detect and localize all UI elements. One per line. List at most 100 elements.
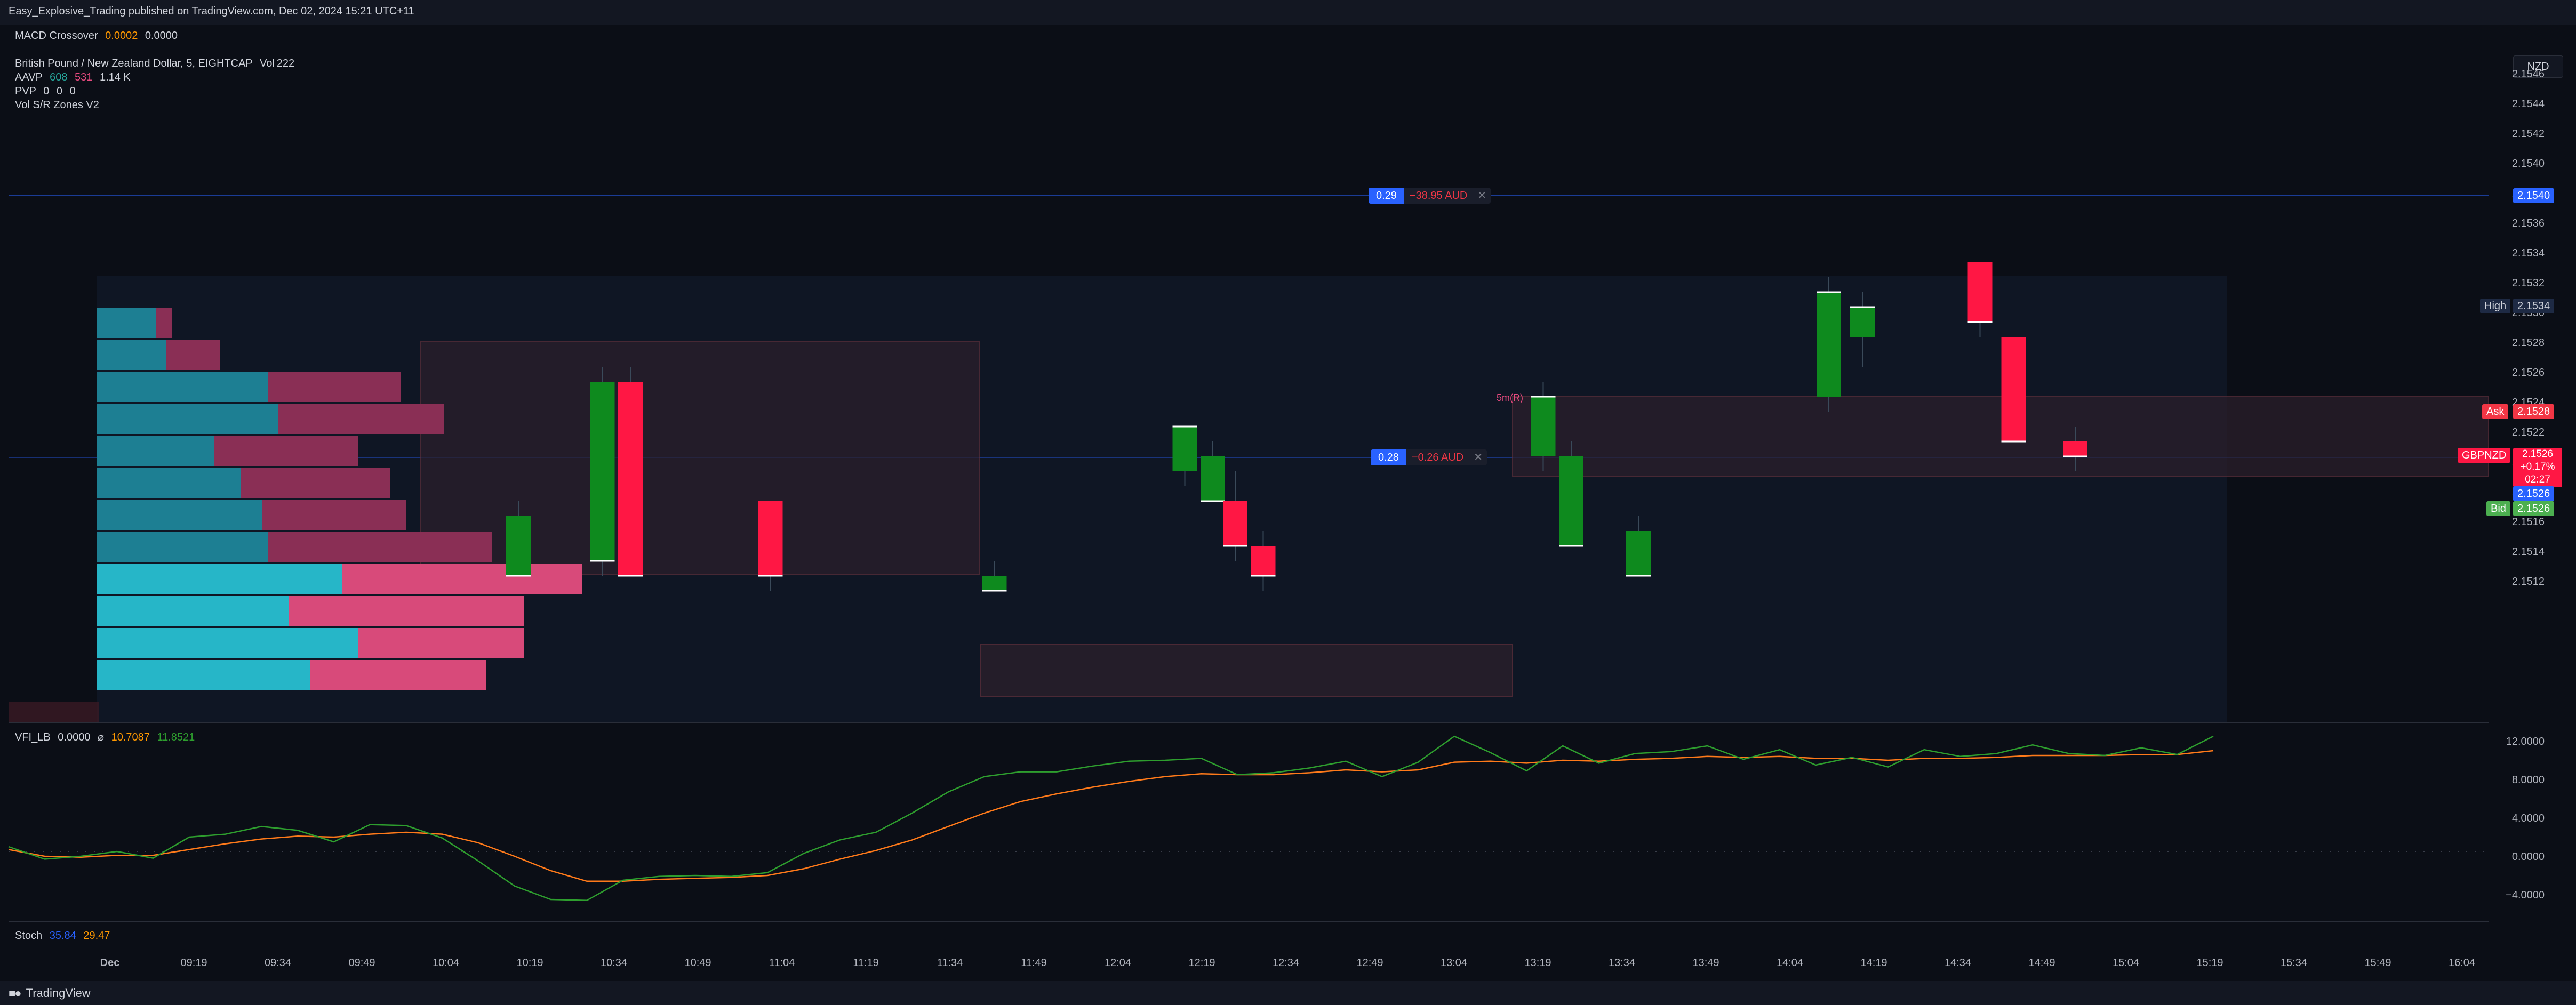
volume-profile-down-bar <box>342 564 582 594</box>
legend-vfi-value2: 10.7087 <box>111 731 150 743</box>
ask-price-tag: 2.1528 <box>2513 404 2555 419</box>
legend-pvp-value3: 0 <box>69 85 76 97</box>
volume-profile-up-bar <box>97 468 241 498</box>
position-1[interactable]: 0.29 −38.95 AUD ✕ <box>1369 188 1491 204</box>
candle-body[interactable] <box>1172 427 1197 471</box>
sr-zone-right <box>1512 396 2489 477</box>
legend-symbol[interactable]: British Pound / New Zealand Dollar, 5, E… <box>15 58 294 70</box>
tradingview-brand[interactable]: ■● TradingView <box>9 986 91 1000</box>
time-tick: 10:34 <box>600 957 628 969</box>
vfi-tick: 8.0000 <box>2511 774 2545 786</box>
legend-macd-value1: 0.0002 <box>105 30 138 42</box>
legend-vfi[interactable]: VFI_LB 0.0000 ⌀ 10.7087 11.8521 <box>15 730 195 744</box>
time-tick: 09:19 <box>180 957 207 969</box>
position-2-close-icon[interactable]: ✕ <box>1469 449 1487 465</box>
candle-body[interactable] <box>758 501 783 576</box>
legend-pvp-value2: 0 <box>56 85 63 97</box>
time-tick: 13:19 <box>1524 957 1551 969</box>
bid-label: Bid <box>2486 501 2510 516</box>
bid-price-tag: 2.1526 <box>2513 501 2555 516</box>
price-tick: 2.1542 <box>2511 128 2545 140</box>
volume-profile-down-bar <box>268 532 492 562</box>
candle-body[interactable] <box>618 382 643 576</box>
candle-body[interactable] <box>1850 307 1875 337</box>
candle-body[interactable] <box>982 576 1007 591</box>
legend-macd[interactable]: MACD Crossover 0.0002 0.0000 <box>15 30 178 42</box>
volume-profile-up-bar <box>97 564 342 594</box>
legend-stoch[interactable]: Stoch 35.84 29.47 <box>15 930 110 942</box>
legend-volsr-name: Vol S/R Zones V2 <box>15 99 99 111</box>
time-tick: 11:34 <box>937 957 963 969</box>
time-tick: 11:49 <box>1021 957 1047 969</box>
sr-zone-bottom-left <box>9 702 99 723</box>
tradingview-brand-text: TradingView <box>26 986 91 1000</box>
sr-zone-upper-left <box>420 341 980 575</box>
volume-profile-down-bar <box>262 500 406 530</box>
volume-profile-down-bar <box>241 468 390 498</box>
vfi-tick: −4.0000 <box>2506 889 2545 901</box>
candle-body[interactable] <box>1223 501 1247 546</box>
time-tick: 16:04 <box>2448 957 2476 969</box>
legend-macd-name: MACD Crossover <box>15 30 98 42</box>
last-price-tag: 2.1526 +0.17% 02:27 <box>2513 448 2562 487</box>
candle-body[interactable] <box>1626 531 1651 576</box>
price-tick: 2.1544 <box>2511 98 2545 110</box>
legend-vfi-name: VFI_LB <box>15 731 51 743</box>
legend-stoch-value2: 29.47 <box>83 930 110 942</box>
time-tick: 12:19 <box>1188 957 1215 969</box>
volume-profile-down-bar <box>289 596 524 626</box>
legend-vfi-symbol: ⌀ <box>98 731 105 743</box>
legend-macd-value2: 0.0000 <box>145 30 178 42</box>
candle-body[interactable] <box>1559 456 1583 546</box>
time-tick: 10:49 <box>684 957 711 969</box>
time-tick: 10:04 <box>432 957 460 969</box>
candle-body[interactable] <box>2063 441 2087 456</box>
candle-body[interactable] <box>2001 337 2026 441</box>
legend-volsr[interactable]: Vol S/R Zones V2 <box>15 99 99 111</box>
position-1-qty[interactable]: 0.29 <box>1369 188 1404 204</box>
time-tick: 13:34 <box>1608 957 1636 969</box>
price-tick: 2.1528 <box>2511 337 2545 349</box>
volume-profile-down-bar <box>166 340 220 370</box>
candle-body[interactable] <box>590 382 615 561</box>
volume-profile-down-bar <box>156 308 172 338</box>
legend-pvp-value1: 0 <box>43 85 50 97</box>
time-tick: Dec <box>100 957 120 969</box>
legend-vol-label: Vol <box>259 58 275 69</box>
candle-body[interactable] <box>506 516 531 576</box>
time-tick: 15:34 <box>2280 957 2308 969</box>
time-tick: 14:34 <box>1944 957 1972 969</box>
price-tick: 2.1526 <box>2511 367 2545 379</box>
legend-vol-value: 222 <box>276 58 295 69</box>
volume-profile-up-bar <box>97 500 262 530</box>
volume-profile-down-bar <box>310 660 486 690</box>
candle-body[interactable] <box>1251 546 1276 576</box>
volume-profile-up-bar <box>97 436 214 466</box>
position-2-qty[interactable]: 0.28 <box>1371 449 1406 465</box>
vfi-tick: 12.0000 <box>2506 736 2545 747</box>
price-tick: 2.1514 <box>2511 546 2545 558</box>
vfi-tick: 0.0000 <box>2511 851 2545 863</box>
legend-vfi-value1: 0.0000 <box>58 731 91 743</box>
candle-body[interactable] <box>1201 456 1225 501</box>
legend-aavp-value1: 608 <box>50 71 68 83</box>
volume-profile-down-bar <box>268 372 401 402</box>
time-tick: 14:04 <box>1776 957 1804 969</box>
price-tick: 2.1522 <box>2511 427 2545 438</box>
currency-button[interactable]: NZD <box>2513 55 2563 78</box>
position-1-close-icon[interactable]: ✕ <box>1473 188 1491 204</box>
candle-body[interactable] <box>1817 292 1841 397</box>
position-2[interactable]: 0.28 −0.26 AUD ✕ <box>1371 449 1487 465</box>
blue-price-tag: 2.1526 <box>2513 486 2555 501</box>
time-tick: 13:49 <box>1692 957 1719 969</box>
candle-body[interactable] <box>1967 262 1993 322</box>
time-tick: 11:04 <box>769 957 795 969</box>
legend-pvp[interactable]: PVP 0 0 0 <box>15 85 76 98</box>
legend-aavp[interactable]: AAVP 608 531 1.14 K <box>15 71 131 84</box>
publisher-text: Easy_Explosive_Trading published on Trad… <box>9 5 414 17</box>
time-tick: 09:49 <box>348 957 375 969</box>
time-tick: 11:19 <box>853 957 879 969</box>
high-label: High <box>2480 299 2511 313</box>
candle-body[interactable] <box>1531 397 1556 456</box>
